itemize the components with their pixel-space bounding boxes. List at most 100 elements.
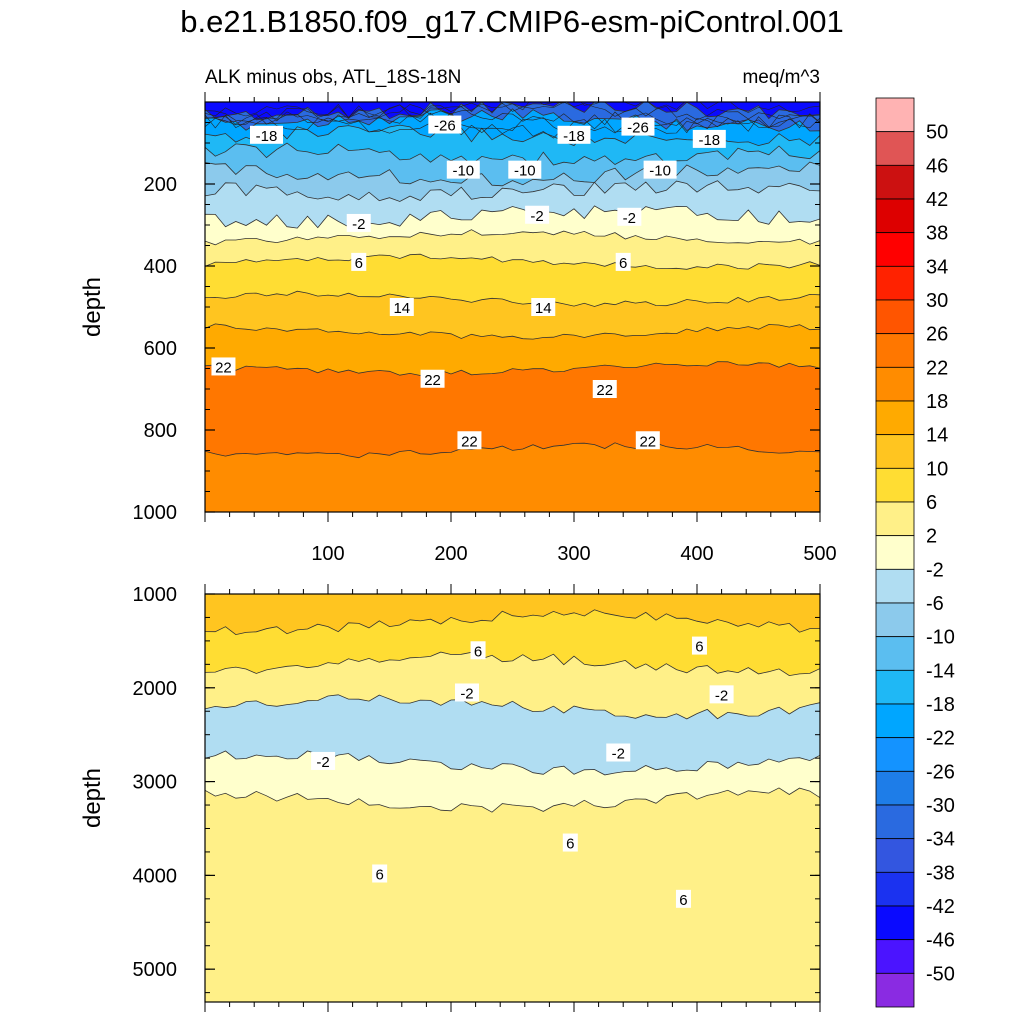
contour-label: -10	[446, 160, 480, 180]
contour-label-text: 22	[461, 433, 478, 450]
colorbar-label: -42	[926, 896, 955, 918]
contour-label: -2	[346, 213, 371, 233]
colorbar-box	[875, 568, 915, 604]
colorbar-box	[875, 669, 915, 705]
colorbar-box	[875, 434, 915, 469]
contour-line	[205, 750, 820, 776]
contour-label-text: -2	[460, 685, 473, 702]
colorbar-label: 22	[926, 357, 948, 379]
colorbar-box	[875, 97, 915, 133]
colorbar-box	[875, 636, 915, 671]
y-axis-label: depth	[79, 768, 106, 828]
y-axis-label: depth	[79, 277, 106, 337]
colorbar-box	[875, 737, 915, 772]
colorbar-label: -26	[926, 761, 955, 783]
contour-label: -18	[250, 125, 283, 145]
colorbar-box	[875, 232, 915, 267]
contour-label-text: 6	[566, 836, 574, 853]
y-tick-label: 4000	[133, 865, 178, 887]
contour-label: -2	[311, 751, 336, 771]
y-tick-label: 1000	[133, 584, 178, 606]
contour-label: 6	[372, 864, 388, 884]
colorbar-label: 30	[926, 290, 948, 312]
colorbar-label: 2	[926, 526, 937, 548]
colorbar-box	[875, 467, 915, 503]
colorbar-box	[875, 198, 915, 234]
contour-label-text: 14	[535, 300, 552, 317]
y-tick-label: 2000	[133, 678, 178, 700]
colorbar-label: 6	[926, 492, 937, 514]
contour-label-text: 14	[393, 300, 410, 317]
colorbar-box	[875, 871, 915, 907]
contour-panel-1: -18-26-18 -26-18-10 -10 -10-2 -2 -26 614 142222…	[79, 67, 837, 565]
colorbar-label: 26	[926, 324, 948, 346]
contour-label-text: -26	[434, 118, 456, 135]
contour-label-text: 6	[695, 639, 703, 656]
colorbar-label: -14	[926, 660, 955, 682]
panel-left-label: ALK minus obs, ATL_18S-18N	[205, 67, 461, 88]
contour-line	[205, 290, 820, 307]
contour-line	[205, 102, 820, 124]
contour-label: -18	[557, 125, 591, 145]
colorbar-box	[875, 602, 915, 638]
y-tick-label: 1000	[133, 502, 178, 524]
contour-label: -10	[643, 160, 677, 180]
contour-line	[205, 142, 820, 168]
colorbar-box	[875, 501, 915, 537]
contour-label: -26	[428, 115, 462, 135]
contour-label-text: -10	[514, 163, 536, 180]
contour-label: 6	[615, 252, 631, 272]
colorbar-label: -50	[926, 963, 955, 985]
contour-label: -2	[525, 205, 550, 225]
contour-label-text: 6	[355, 255, 363, 272]
contour-label: 22	[211, 357, 236, 376]
colorbar-label: 38	[926, 223, 948, 245]
colorbar-label: 14	[926, 425, 948, 447]
x-tick-label: 500	[803, 543, 836, 565]
contour-label-text: 6	[375, 867, 383, 884]
contour-label-text: 6	[474, 643, 482, 660]
contour-label-text: 22	[596, 382, 613, 399]
colorbar-box	[875, 333, 915, 368]
contour-band	[205, 787, 820, 1002]
contour-line	[205, 229, 820, 246]
contour-label: 14	[389, 298, 414, 317]
contour-line	[205, 253, 820, 270]
colorbar-label: 34	[926, 256, 948, 278]
contour-line	[205, 180, 820, 202]
colorbar-box	[875, 905, 915, 941]
contour-label-text: 22	[215, 359, 232, 376]
contour-label-text: -10	[649, 163, 671, 180]
colorbar-box	[875, 804, 915, 840]
contour-line	[205, 161, 820, 187]
contour-label: 6	[675, 889, 691, 909]
contour-label-text: 22	[639, 433, 656, 450]
contour-label-text: -26	[627, 120, 649, 137]
contour-line	[205, 609, 820, 636]
contour-line	[205, 787, 820, 813]
contour-label-text: -2	[352, 216, 365, 233]
contour-fill-1: -18-26-18 -26-18-10 -10 -10-2 -2 -26 614 142222…	[205, 102, 820, 512]
contour-label-text: -2	[530, 208, 543, 225]
x-tick-label: 300	[557, 543, 590, 565]
contour-label: -18	[692, 129, 726, 149]
x-tick-label: 100	[311, 543, 344, 565]
contour-line	[205, 442, 820, 459]
colorbar-box	[875, 703, 915, 739]
colorbar-box	[875, 770, 915, 806]
contour-panel-2: 6 6 -2 -2 -2 -2 6 6 6 1000 2000 3000 4000 5000 depth	[79, 584, 821, 1012]
colorbar-label: 10	[926, 458, 948, 480]
plot-frame	[204, 593, 821, 1003]
contour-label-text: -2	[316, 754, 329, 771]
contour-label-text: -18	[563, 128, 585, 145]
colorbar-box	[875, 939, 915, 974]
colorbar-box	[875, 131, 915, 166]
contour-label: 14	[531, 298, 556, 317]
colorbar-box	[875, 972, 915, 1008]
contour-line	[205, 361, 820, 376]
contour-line	[205, 323, 820, 340]
contour-label: 22	[592, 380, 617, 399]
contour-label-text: -10	[452, 163, 474, 180]
colorbar-label: -38	[926, 862, 955, 884]
